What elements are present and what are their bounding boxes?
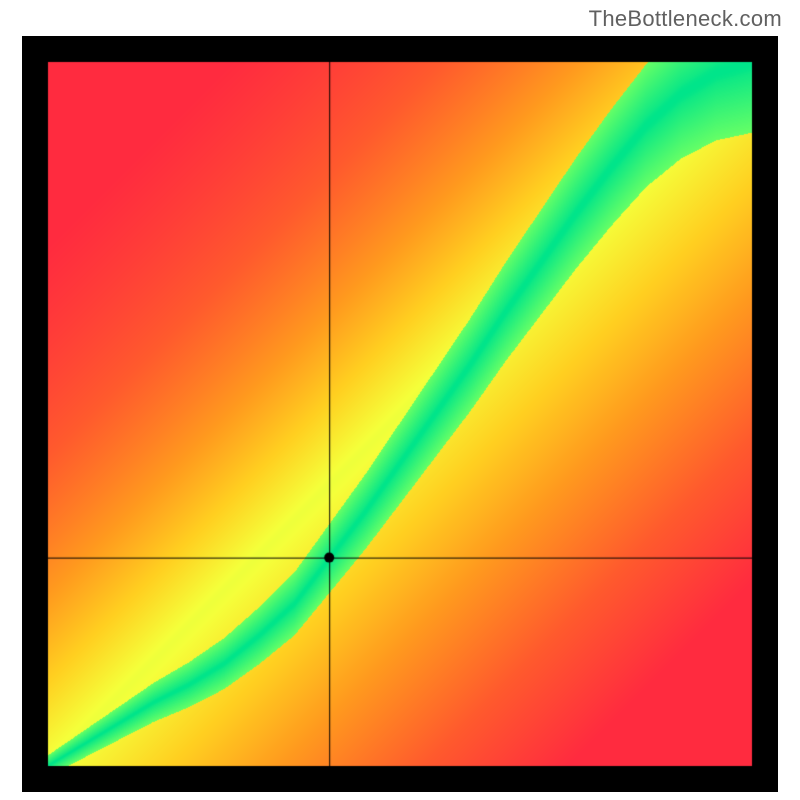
plot-outer-frame (22, 36, 778, 792)
chart-container: TheBottleneck.com (0, 0, 800, 800)
heatmap-canvas (22, 36, 778, 792)
watermark-text: TheBottleneck.com (589, 6, 782, 32)
